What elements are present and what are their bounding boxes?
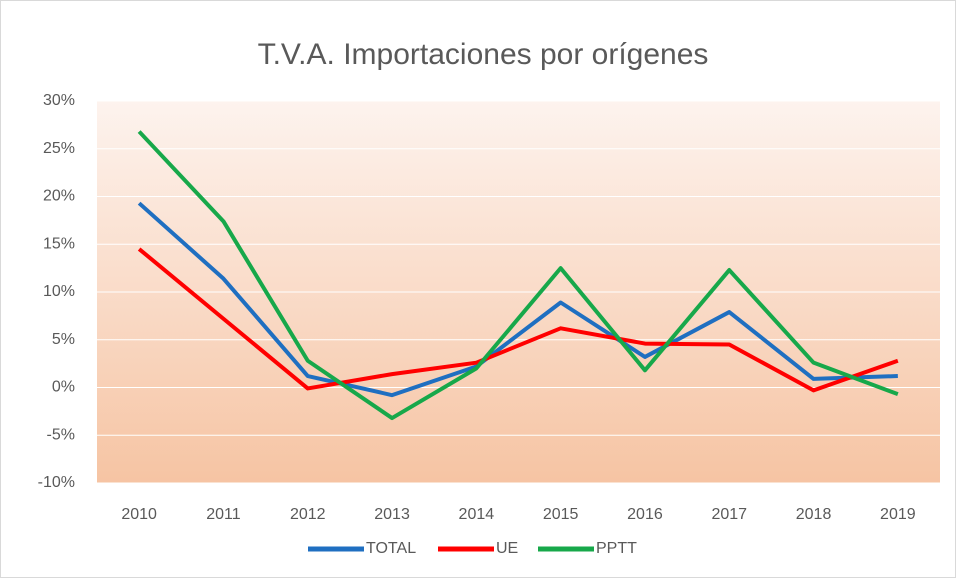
y-tick-label: 25% bbox=[43, 140, 75, 157]
y-tick-label: -10% bbox=[38, 474, 75, 491]
x-tick-label: 2014 bbox=[459, 506, 495, 523]
legend-label: UE bbox=[496, 540, 518, 557]
y-tick-label: 30% bbox=[43, 92, 75, 109]
x-tick-label: 2013 bbox=[374, 506, 410, 523]
x-tick-label: 2010 bbox=[121, 506, 157, 523]
series-line bbox=[137, 201, 898, 398]
legend-label: PPTT bbox=[596, 540, 637, 557]
x-tick-label: 2011 bbox=[206, 506, 241, 523]
y-tick-label: 15% bbox=[43, 235, 75, 252]
x-tick-label: 2018 bbox=[796, 506, 832, 523]
chart-title: T.V.A. Importaciones por orígenes bbox=[258, 38, 709, 71]
x-tick-label: 2019 bbox=[880, 506, 916, 523]
legend-label: TOTAL bbox=[366, 540, 416, 557]
y-tick-label: -5% bbox=[47, 426, 75, 443]
x-tick-label: 2016 bbox=[627, 506, 663, 523]
series-line bbox=[137, 130, 899, 421]
y-tick-label: 5% bbox=[52, 331, 75, 348]
x-tick-label: 2012 bbox=[290, 506, 326, 523]
y-tick-label: 10% bbox=[43, 283, 75, 300]
x-tick-label: 2015 bbox=[543, 506, 579, 523]
y-tick-label: 0% bbox=[52, 379, 75, 396]
x-tick-label: 2017 bbox=[711, 506, 747, 523]
series-line bbox=[137, 247, 899, 393]
y-tick-label: 20% bbox=[43, 188, 75, 205]
